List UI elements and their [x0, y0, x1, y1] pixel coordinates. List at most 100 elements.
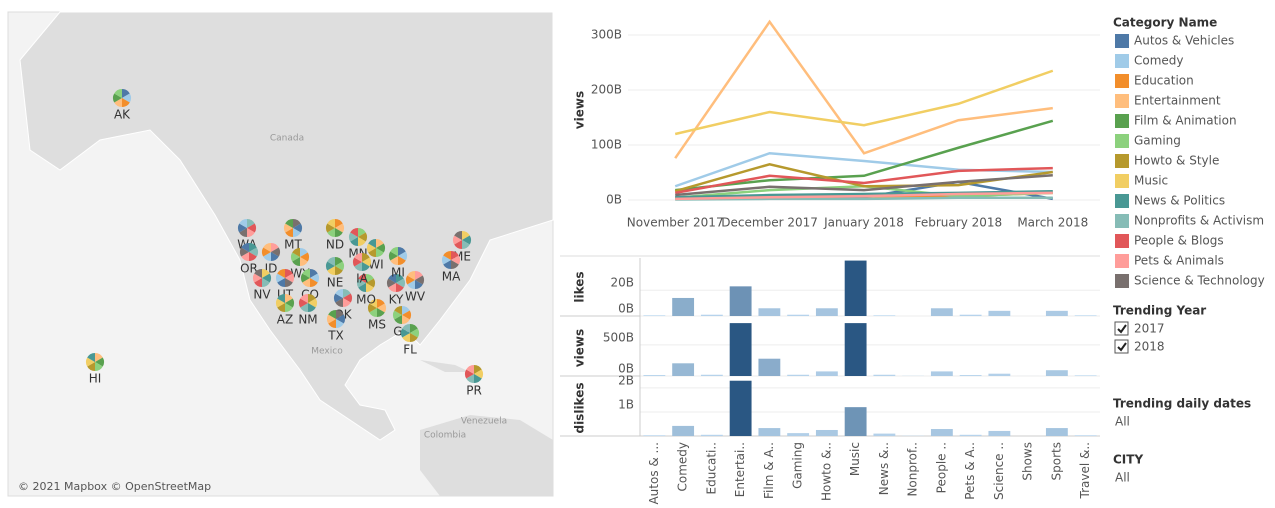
map-pie-slice: [367, 243, 376, 253]
map-pie-slice: [335, 228, 343, 237]
legend-label: Nonprofits & Activism: [1134, 214, 1264, 228]
place-label: Mexico: [311, 347, 343, 357]
map-pie-slice: [377, 299, 385, 308]
map-pie-slice: [362, 253, 370, 262]
bar: [988, 430, 1011, 436]
map-pie-slice: [394, 306, 402, 315]
map-pie-slice: [388, 283, 396, 292]
bar: [844, 260, 867, 316]
map-pie-slice: [285, 273, 294, 283]
map-pie-slice: [357, 278, 366, 288]
y-tick-label: 300B: [591, 28, 622, 42]
legend-label: Pets & Animals: [1134, 254, 1224, 268]
map-pie-slice: [376, 248, 384, 257]
map-pie-slice: [285, 278, 293, 287]
state-label: MO: [356, 293, 376, 307]
map-pie-slice: [241, 243, 249, 252]
map-pie-slice: [308, 294, 316, 303]
bar: [815, 371, 838, 376]
map-pie-slice: [451, 251, 459, 260]
filter-value[interactable]: All: [1115, 471, 1130, 485]
map-pie-slice: [335, 257, 343, 266]
map-pie-slice: [335, 289, 343, 298]
y-tick-label: 20B: [610, 276, 634, 290]
filter-title: Trending Year: [1113, 304, 1206, 318]
map-pie-slice: [454, 231, 462, 240]
map-pie-slice: [252, 273, 262, 283]
y-tick-label: 0B: [606, 193, 622, 207]
map-pie-slice: [300, 257, 308, 266]
map-pie-slice: [285, 269, 293, 278]
bar: [873, 315, 896, 316]
checkbox-box: [1114, 339, 1129, 354]
state-label: NE: [327, 276, 344, 290]
map-pie-slice: [396, 274, 404, 283]
map-pie-slice: [328, 319, 336, 328]
state-label: HI: [89, 372, 102, 386]
map-pie-slice: [285, 298, 294, 308]
legend-title: Category Name: [1113, 16, 1217, 30]
x-tick-label: December 2017: [721, 216, 818, 230]
legend-label: Howto & Style: [1134, 154, 1219, 168]
bar: [643, 315, 666, 316]
map-pie-slice: [349, 232, 358, 242]
x-tick-label: January 2018: [823, 216, 904, 230]
map-pie-slice: [407, 280, 415, 289]
map-pie-slice: [240, 247, 249, 257]
bar: [643, 375, 666, 376]
place-label: Colombia: [424, 431, 466, 441]
checkbox[interactable]: 2017: [1114, 321, 1165, 336]
map-pie-slice: [451, 260, 459, 269]
x-tick-label: February 2018: [915, 216, 1003, 230]
legend-label: Science & Technology: [1134, 274, 1265, 288]
filter-title: CITY: [1113, 453, 1143, 467]
legend-label: News & Politics: [1134, 194, 1225, 208]
map-pie-slice: [285, 303, 293, 312]
bar: [930, 371, 953, 376]
bar: [1074, 315, 1097, 316]
map-pie-slice: [474, 374, 482, 383]
bar: [787, 374, 810, 376]
map-pie-slice: [415, 271, 423, 280]
map-pie-slice: [310, 273, 319, 283]
map-pie-slice: [262, 247, 271, 257]
checkmark: [1117, 324, 1127, 334]
bar: [758, 358, 781, 376]
map-pie-slice: [327, 266, 335, 275]
map-pie-slice: [302, 269, 310, 278]
map-pie-slice: [336, 310, 344, 319]
bar: [844, 407, 867, 436]
bar: [758, 308, 781, 316]
map-pie-slice: [335, 266, 343, 275]
map-pie-slice: [343, 298, 351, 307]
legend-label: Education: [1134, 74, 1194, 88]
land: [420, 415, 553, 496]
panel-label: dislikes: [573, 382, 587, 433]
bar: [988, 310, 1011, 316]
map-pie-slice: [358, 283, 366, 292]
bar: [758, 428, 781, 436]
y-axis-title: views: [573, 91, 587, 129]
bar: [1045, 310, 1068, 316]
map-pie-slice: [462, 235, 472, 245]
state-label: MA: [442, 270, 461, 284]
filter-value[interactable]: All: [1115, 415, 1130, 429]
x-tick-label: Autos & ...: [647, 442, 661, 505]
state-label: IA: [356, 272, 369, 286]
map-pie-slice: [350, 228, 358, 237]
map-pie-slice: [406, 275, 415, 285]
map-pie-slice: [466, 365, 474, 374]
legend-swatch: [1115, 274, 1129, 288]
bar: [1074, 435, 1097, 436]
x-tick-label: Educati..: [704, 442, 718, 494]
checkbox-box: [1114, 321, 1129, 336]
map-pie-slice: [465, 369, 474, 379]
legend-swatch: [1115, 54, 1129, 68]
map-pie-slice: [247, 223, 256, 233]
map-pie-slice: [86, 357, 95, 367]
map-pie-slice: [302, 278, 310, 287]
checkbox[interactable]: 2018: [1114, 339, 1165, 354]
line: [675, 196, 1053, 201]
map-pie-slice: [402, 315, 410, 324]
